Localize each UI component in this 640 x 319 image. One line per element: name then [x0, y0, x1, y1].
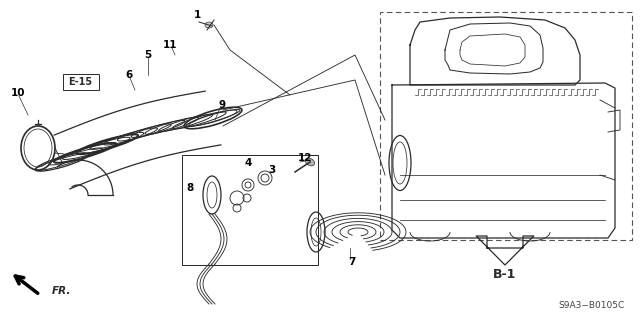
Bar [182, 155, 318, 265]
Text: B-1: B-1 [493, 269, 516, 281]
Text: FR.: FR. [52, 286, 72, 296]
Text: 9: 9 [218, 100, 225, 110]
Text: 11: 11 [163, 40, 177, 50]
Text: 6: 6 [125, 70, 132, 80]
Text: 4: 4 [244, 158, 252, 168]
Text: 10: 10 [11, 88, 25, 98]
Ellipse shape [205, 22, 213, 28]
Text: 8: 8 [186, 183, 194, 193]
Text: 3: 3 [268, 165, 276, 175]
Text: E-15: E-15 [68, 77, 92, 87]
Text: 1: 1 [193, 10, 200, 20]
Text: 5: 5 [145, 50, 152, 60]
Text: 7: 7 [348, 257, 356, 267]
Ellipse shape [305, 158, 315, 166]
Bar [63, 74, 99, 90]
Text: 12: 12 [298, 153, 312, 163]
Bar [380, 12, 632, 240]
Text: S9A3−B0105C: S9A3−B0105C [559, 300, 625, 309]
